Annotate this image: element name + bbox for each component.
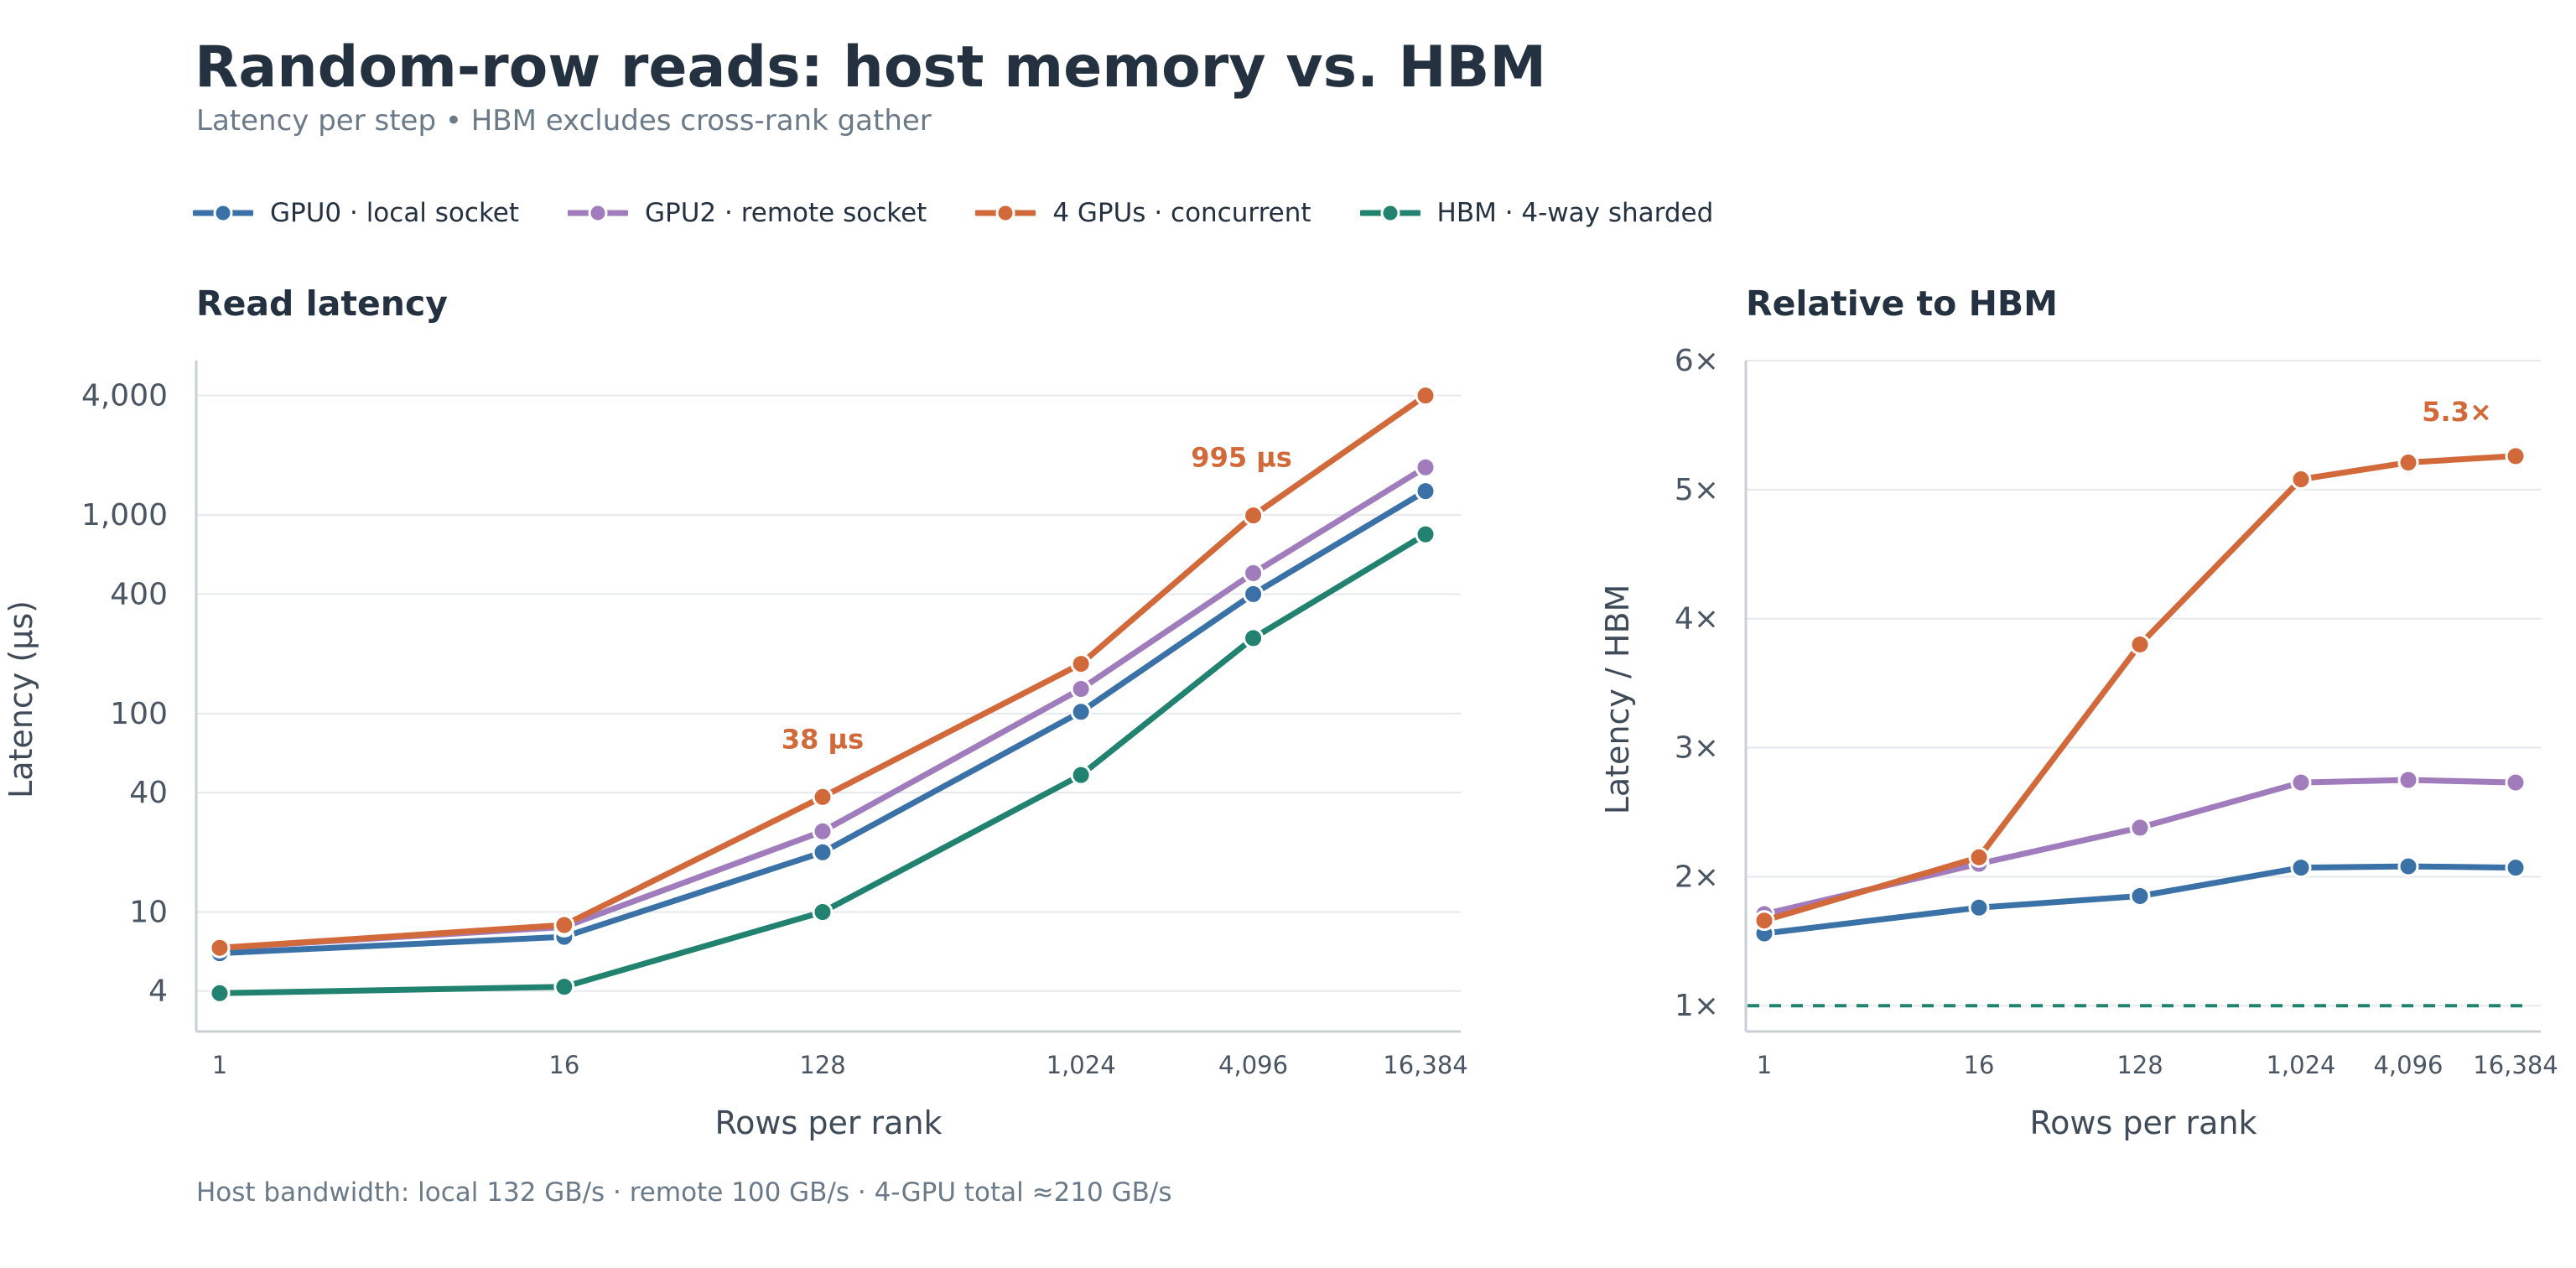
data-point-four-gpu [2129,633,2151,655]
annotation-label: 5.3× [2422,396,2492,428]
data-point-gpu0-local [2129,885,2151,907]
x-tick-label: 1 [212,1051,227,1079]
data-point-gpu0-local [2505,857,2527,879]
data-point-four-gpu [2397,452,2419,474]
page-title: Random-row reads: host memory vs. HBM [195,34,1547,101]
data-point-gpu2-remote [1070,678,1092,700]
data-point-gpu0-local [1070,701,1092,723]
chart-panel-read-latency: 4 10 40 100 400 1,000 4,000 1 16 128 1,024 4,096 16,… [3,361,1468,1141]
data-point-four-gpu [1070,653,1092,675]
data-point-gpu0-local [1243,583,1265,605]
x-tick-label: 16,384 [1383,1051,1467,1079]
legend-label-four-gpu: 4 GPUs · concurrent [1052,198,1311,228]
chart-title-relative-to-hbm: Relative to HBM [1746,283,2058,324]
y-axis-title: Latency / HBM [1599,585,1636,815]
y-tick-label: 5× [1675,473,1719,507]
data-point-gpu2-remote [812,820,834,842]
data-point-hbm [1415,523,1436,545]
legend-swatch-gpu0-local [193,203,253,223]
legend-item-gpu2-remote: GPU2 · remote socket [568,198,927,228]
x-tick-label: 128 [799,1051,845,1079]
y-axis-title: Latency (µs) [3,600,39,798]
legend-item-gpu0-local: GPU0 · local socket [193,198,519,228]
page-subtitle: Latency per step • HBM excludes cross-ra… [196,104,932,138]
data-point-gpu2-remote [2129,817,2151,839]
data-point-hbm [553,976,575,998]
data-point-four-gpu [1415,385,1436,407]
data-point-gpu2-remote [1243,562,1265,584]
data-point-gpu2-remote [2290,772,2312,793]
chart-title-read-latency: Read latency [196,283,449,324]
legend-swatch-hbm [1359,203,1420,223]
y-tick-label: 10 [129,896,168,930]
x-tick-label: 128 [2116,1051,2163,1079]
legend-label-hbm: HBM · 4-way sharded [1436,198,1714,228]
y-tick-label: 3× [1675,731,1719,766]
data-point-gpu2-remote [1415,456,1436,478]
data-point-gpu0-local [1415,481,1436,502]
x-tick-label: 1,024 [1046,1051,1116,1079]
y-tick-label: 1,000 [81,498,168,533]
data-point-gpu0-local [2290,857,2312,879]
data-point-gpu0-local [1968,896,1990,918]
data-point-four-gpu [209,937,231,959]
series-line-gpu0-local [1761,863,2519,937]
series-line-gpu2-remote [1761,777,2519,917]
y-tick-label: 4 [148,974,168,1009]
x-tick-label: 16,384 [2473,1051,2558,1079]
y-tick-label: 1× [1675,989,1719,1023]
x-tick-label: 4,096 [2373,1051,2443,1079]
legend-swatch-gpu2-remote [568,203,629,223]
footnote: Host bandwidth: local 132 GB/s · remote … [196,1177,1172,1208]
data-point-four-gpu [553,914,575,936]
y-tick-label: 2× [1675,860,1719,894]
x-tick-label: 16 [1964,1051,1995,1079]
data-point-hbm [812,902,834,923]
data-point-four-gpu [1243,505,1265,527]
chart-panel-relative-to-hbm: 1× 2× 3× 4× 5× 6× 1 16 128 1,024 4,096 16,384 Rows p… [1599,344,2558,1141]
x-axis-title: Rows per rank [714,1104,942,1141]
legend: GPU0 · local socket GPU2 · remote socket… [193,198,1713,228]
y-tick-label: 40 [129,776,168,810]
data-point-four-gpu [2290,469,2312,491]
data-point-gpu0-local [2397,855,2419,877]
y-tick-label: 100 [110,697,168,731]
annotation-label: 38 µs [782,723,864,755]
data-point-four-gpu [1753,910,1775,932]
data-point-hbm [1243,627,1265,649]
series-line-gpu0-local [216,488,1429,957]
series-line-gpu2-remote [216,464,1429,951]
data-point-gpu2-remote [2505,772,2527,793]
data-point-gpu0-local [812,841,834,863]
data-point-gpu2-remote [2397,769,2419,791]
data-point-four-gpu [812,786,834,808]
y-tick-label: 6× [1675,344,1719,378]
legend-item-hbm: HBM · 4-way sharded [1359,198,1714,228]
legend-label-gpu0-local: GPU0 · local socket [270,198,520,228]
series-line-four-gpu [1761,453,2519,924]
series-line-hbm [216,531,1429,996]
x-tick-label: 4,096 [1218,1051,1288,1079]
x-axis-title: Rows per rank [2029,1104,2257,1141]
series-line-four-gpu [216,392,1429,951]
legend-item-four-gpu: 4 GPUs · concurrent [975,198,1311,228]
legend-label-gpu2-remote: GPU2 · remote socket [645,198,927,228]
y-tick-label: 4× [1675,602,1719,637]
legend-swatch-four-gpu [975,203,1036,223]
x-tick-label: 16 [548,1051,579,1079]
data-point-four-gpu [1968,846,1990,868]
data-point-four-gpu [2505,445,2527,467]
y-tick-label: 400 [110,577,168,611]
data-point-hbm [1070,764,1092,786]
data-point-hbm [209,982,231,1004]
annotation-label: 995 µs [1191,442,1292,474]
x-tick-label: 1 [1757,1051,1772,1079]
x-tick-label: 1,024 [2266,1051,2335,1079]
y-tick-label: 4,000 [81,379,168,413]
